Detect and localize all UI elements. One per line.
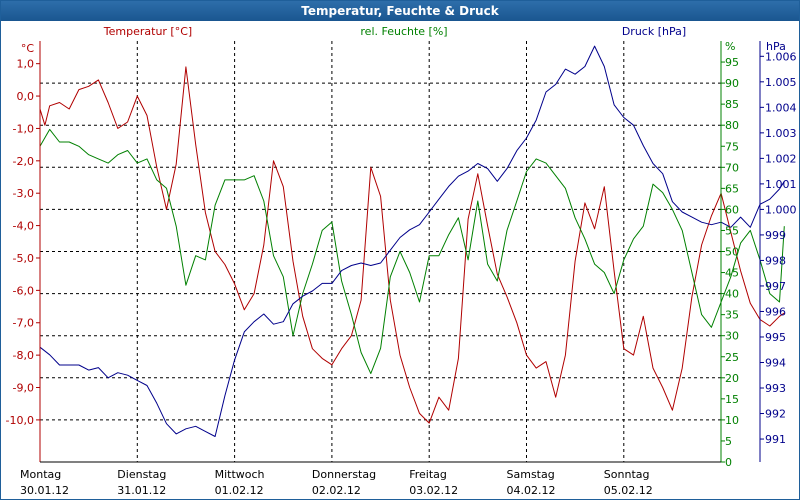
humidity-tick-label: 30 xyxy=(725,330,739,343)
series-lines xyxy=(39,45,785,437)
pressure-tick-label: 1.004 xyxy=(765,101,797,114)
temperature-tick-label: -6,0 xyxy=(13,284,34,297)
temperature-tick-label: -3,0 xyxy=(13,187,34,200)
grid-lines xyxy=(40,41,721,463)
x-tick-date: 01.02.12 xyxy=(215,484,264,497)
humidity-tick-label: 80 xyxy=(725,119,739,132)
pressure-tick-label: 997 xyxy=(765,280,786,293)
x-tick-day: Mittwoch xyxy=(215,468,265,481)
pressure-tick-label: 1.000 xyxy=(765,203,797,216)
humidity-tick-label: 40 xyxy=(725,288,739,301)
series-line-pressure xyxy=(39,45,785,437)
x-tick-date: 03.02.12 xyxy=(409,484,458,497)
pressure-tick-label: 999 xyxy=(765,229,786,242)
humidity-axis-title: rel. Feuchte [%] xyxy=(360,25,447,38)
humidity-tick-label: 75 xyxy=(725,140,739,153)
temperature-unit: °C xyxy=(21,42,35,55)
pressure-tick-label: 998 xyxy=(765,254,786,267)
temperature-tick-label: -7,0 xyxy=(13,317,34,330)
humidity-tick-label: 60 xyxy=(725,203,739,216)
x-tick-day: Dienstag xyxy=(117,468,166,481)
x-tick-date: 02.02.12 xyxy=(312,484,361,497)
pressure-tick-label: 994 xyxy=(765,356,786,369)
x-tick-day: Sonntag xyxy=(604,468,650,481)
temperature-tick-label: -8,0 xyxy=(13,349,34,362)
pressure-tick-label: 995 xyxy=(765,331,786,344)
temperature-tick-label: -1,0 xyxy=(13,122,34,135)
humidity-tick-label: 0 xyxy=(725,456,732,469)
pressure-tick-label: 992 xyxy=(765,408,786,421)
pressure-unit: hPa xyxy=(766,40,786,53)
humidity-tick-label: 50 xyxy=(725,246,739,259)
pressure-tick-label: 1.005 xyxy=(765,76,797,89)
humidity-tick-label: 35 xyxy=(725,309,739,322)
x-tick-day: Donnerstag xyxy=(312,468,376,481)
temperature-tick-label: -5,0 xyxy=(13,252,34,265)
humidity-tick-label: 10 xyxy=(725,414,739,427)
temperature-tick-label: -2,0 xyxy=(13,155,34,168)
temperature-tick-label: -9,0 xyxy=(13,382,34,395)
temperature-tick-label: -4,0 xyxy=(13,220,34,233)
humidity-tick-label: 95 xyxy=(725,56,739,69)
x-tick-date: 31.01.12 xyxy=(117,484,166,497)
series-line-humidity xyxy=(39,128,785,375)
pressure-tick-label: 991 xyxy=(765,433,786,446)
humidity-tick-label: 55 xyxy=(725,224,739,237)
humidity-tick-label: 45 xyxy=(725,267,739,280)
window-title: Temperatur, Feuchte & Druck xyxy=(1,1,799,21)
pressure-axis-title: Druck [hPa] xyxy=(622,25,686,38)
x-tick-date: 05.02.12 xyxy=(604,484,653,497)
tick-labels: 1,0 0,0 -1,0 -2,0 -3,0 -4,0 -5,0 -6,0 -7,0 -8,0 -9… xyxy=(6,25,797,497)
humidity-tick-label: 5 xyxy=(725,435,732,448)
axes xyxy=(36,41,764,463)
pressure-tick-label: 1.002 xyxy=(765,152,797,165)
temperature-tick-label: 1,0 xyxy=(17,58,35,71)
pressure-tick-label: 1.006 xyxy=(765,50,797,63)
humidity-tick-label: 65 xyxy=(725,182,739,195)
pressure-tick-label: 1.001 xyxy=(765,178,797,191)
humidity-tick-label: 90 xyxy=(725,77,739,90)
x-tick-day: Montag xyxy=(20,468,61,481)
series-line-temperature xyxy=(39,66,785,424)
x-tick-date: 30.01.12 xyxy=(20,484,69,497)
x-tick-day: Freitag xyxy=(409,468,447,481)
pressure-tick-label: 1.003 xyxy=(765,127,797,140)
x-tick-day: Samstag xyxy=(507,468,555,481)
temperature-tick-label: -10,0 xyxy=(6,414,34,427)
x-tick-date: 04.02.12 xyxy=(507,484,556,497)
humidity-tick-label: 70 xyxy=(725,161,739,174)
humidity-tick-label: 20 xyxy=(725,372,739,385)
humidity-tick-label: 15 xyxy=(725,393,739,406)
temperature-tick-label: 0,0 xyxy=(17,90,35,103)
temperature-axis-title: Temperatur [°C] xyxy=(103,25,192,38)
pressure-tick-label: 993 xyxy=(765,382,786,395)
pressure-tick-label: 996 xyxy=(765,305,786,318)
humidity-tick-label: 85 xyxy=(725,98,739,111)
humidity-tick-label: 25 xyxy=(725,351,739,364)
humidity-unit: % xyxy=(725,40,735,53)
